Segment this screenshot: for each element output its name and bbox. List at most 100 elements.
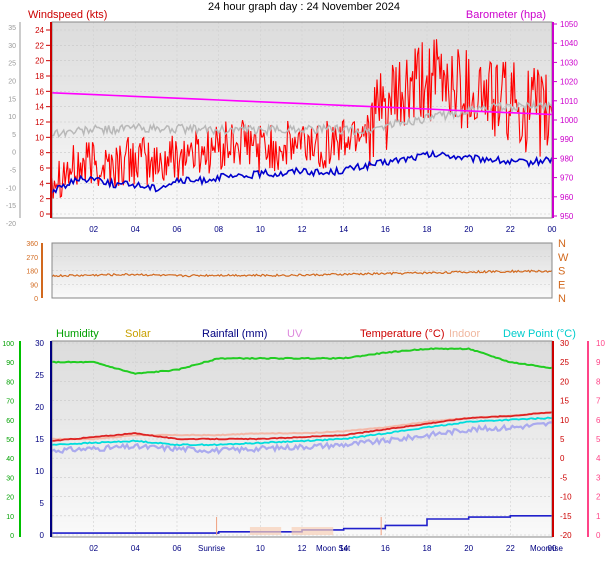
moonset-label: Moon Set bbox=[316, 544, 351, 553]
tick-left-rainfall: 15 bbox=[35, 435, 44, 444]
panel-bg-band bbox=[52, 243, 552, 245]
tick-right-barometer: 950 bbox=[560, 212, 574, 221]
tick-left-windspeed: 4 bbox=[40, 179, 45, 188]
tick-outer-left-humidity: 70 bbox=[6, 399, 14, 406]
legend-temperature: Temperature (°C) bbox=[360, 328, 444, 340]
barometer-label: Barometer (hpa) bbox=[466, 9, 546, 21]
tick-far-right-uv: 1 bbox=[596, 512, 601, 521]
panel-bg-band bbox=[52, 280, 552, 282]
tick-far-right-uv: 0 bbox=[596, 531, 601, 540]
tick-left-windspeed: 12 bbox=[35, 118, 44, 127]
tick-outer-left: 10 bbox=[8, 114, 16, 121]
tick-x-top: 22 bbox=[506, 225, 515, 234]
tick-x-top: 10 bbox=[256, 225, 265, 234]
legend-dewpoint: Dew Point (°C) bbox=[503, 328, 576, 340]
panel-bg-band bbox=[52, 251, 552, 254]
tick-left-windspeed: 18 bbox=[35, 72, 44, 81]
series-wind-direction-line bbox=[51, 269, 553, 278]
panel-bg-band bbox=[52, 497, 552, 504]
tick-left-windspeed: 2 bbox=[40, 195, 45, 204]
tick-x-bottom: 22 bbox=[506, 544, 515, 553]
tick-right-temperature: 25 bbox=[560, 358, 569, 367]
tick-x-top: 00 bbox=[548, 225, 557, 234]
tick-right-compass: E bbox=[558, 279, 565, 291]
series-humidity-line bbox=[51, 347, 553, 375]
panel-bg-band bbox=[52, 285, 552, 288]
tick-x-bottom: 18 bbox=[423, 544, 432, 553]
panel-bg-band bbox=[52, 259, 552, 262]
panel-bg-band bbox=[52, 198, 552, 204]
tick-left-rainfall: 25 bbox=[35, 371, 44, 380]
tick-right-barometer: 1010 bbox=[560, 97, 578, 106]
tick-outer-left-humidity: 0 bbox=[10, 533, 14, 540]
panel-bg-band bbox=[52, 267, 552, 270]
panel-2-background bbox=[52, 243, 552, 299]
tick-left-windspeed: 16 bbox=[35, 87, 44, 96]
series-temperature-line bbox=[51, 411, 553, 442]
tick-right-barometer: 980 bbox=[560, 154, 574, 163]
panel-bg-band bbox=[52, 262, 552, 265]
panel-bg-band bbox=[52, 90, 552, 96]
panel-bg-band bbox=[52, 193, 552, 199]
tick-far-right-uv: 10 bbox=[596, 339, 605, 348]
panel-bg-band bbox=[52, 245, 552, 248]
tick-left-windspeed: 10 bbox=[35, 133, 44, 142]
panel-bg-band bbox=[52, 448, 552, 455]
panel-bg-band bbox=[52, 149, 552, 155]
panel-bg-band bbox=[52, 71, 552, 77]
tick-x-bottom: 02 bbox=[89, 544, 98, 553]
panel-bg-band bbox=[52, 249, 552, 252]
panel-bg-band bbox=[52, 269, 552, 271]
tick-x-bottom: 12 bbox=[298, 544, 307, 553]
panel-bg-band bbox=[52, 289, 552, 292]
tick-right-compass: S bbox=[558, 266, 565, 278]
tick-outer-left: 25 bbox=[8, 61, 16, 68]
panel-bg-band bbox=[52, 282, 552, 285]
panel-bg-band bbox=[52, 260, 552, 263]
tick-outer-left-humidity: 100 bbox=[2, 341, 14, 348]
tick-left-rainfall: 5 bbox=[40, 499, 45, 508]
tick-outer-left-humidity: 80 bbox=[6, 379, 14, 386]
tick-x-bottom: 14 bbox=[339, 544, 348, 553]
panel-bg-band bbox=[52, 46, 552, 52]
legend-humidity: Humidity bbox=[56, 328, 99, 340]
windspeed-label: Windspeed (kts) bbox=[28, 9, 107, 21]
tick-outer-left-humidity: 40 bbox=[6, 456, 14, 463]
panel-bg-band bbox=[52, 277, 552, 280]
tick-left-direction: 90 bbox=[30, 282, 38, 289]
panel-bg-band bbox=[52, 453, 552, 460]
tick-x-top: 04 bbox=[131, 225, 140, 234]
panel-bg-band bbox=[52, 360, 552, 366]
legend-uv: UV bbox=[287, 328, 303, 340]
panel-bg-band bbox=[52, 404, 552, 411]
tick-x-top: 20 bbox=[464, 225, 473, 234]
panel-bg-band bbox=[52, 365, 552, 371]
panel-bg-band bbox=[52, 178, 552, 185]
tick-left-windspeed: 22 bbox=[35, 41, 44, 50]
panel-bg-band bbox=[52, 293, 552, 296]
panel-bg-band bbox=[52, 255, 552, 258]
solar-block bbox=[291, 527, 334, 535]
panel-bg-band bbox=[52, 341, 552, 347]
panel-bg-band bbox=[52, 390, 552, 396]
tick-right-barometer: 1000 bbox=[560, 116, 578, 125]
panel-bg-band bbox=[52, 85, 552, 92]
tick-outer-left-humidity: 30 bbox=[6, 475, 14, 482]
panel-bg-band bbox=[52, 284, 552, 287]
tick-outer-left: 5 bbox=[12, 132, 16, 139]
tick-outer-left: -20 bbox=[6, 221, 16, 228]
tick-right-barometer: 990 bbox=[560, 135, 574, 144]
tick-right-temperature: 30 bbox=[560, 339, 569, 348]
tick-far-right-uv: 5 bbox=[596, 435, 601, 444]
sunrise-label: Sunrise bbox=[198, 544, 226, 553]
legend-rainfall: Rainfall (mm) bbox=[202, 328, 267, 340]
series-blue-line bbox=[51, 149, 553, 194]
tick-x-top: 08 bbox=[214, 225, 223, 234]
panel-bg-band bbox=[52, 468, 552, 474]
panel-bg-band bbox=[52, 278, 552, 281]
tick-x-bottom: 04 bbox=[131, 544, 140, 553]
tick-right-compass: N bbox=[558, 238, 566, 250]
panel-bg-band bbox=[52, 492, 552, 499]
tick-right-barometer: 970 bbox=[560, 174, 574, 183]
